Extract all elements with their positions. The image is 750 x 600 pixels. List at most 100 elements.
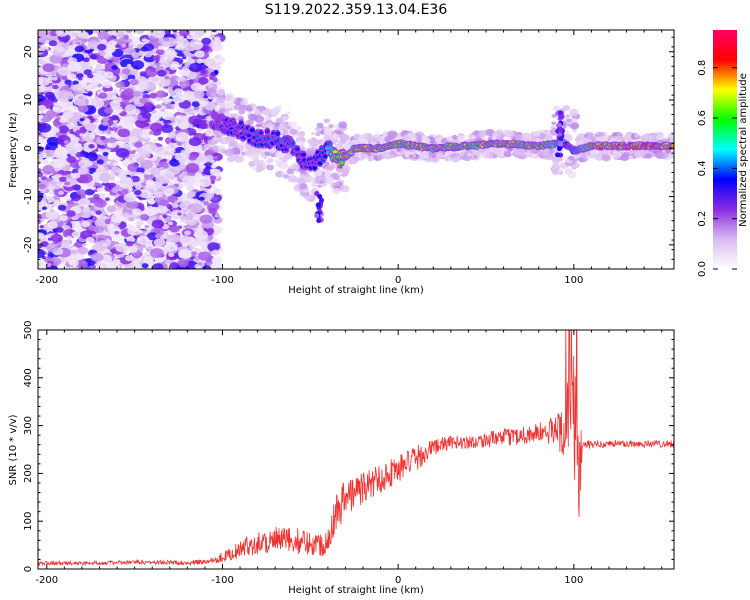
noise-blob [141,244,147,249]
halo-blob [286,168,295,175]
noise-blob [188,203,203,214]
noise-blob [125,255,134,262]
halo-blob [485,152,494,159]
noise-blob [121,183,130,189]
halo-blob [408,154,414,159]
halo-blob [275,158,283,165]
halo-blob [568,155,575,161]
noise-blob [59,176,67,182]
noise-blob [174,200,180,204]
halo-blob [290,163,300,170]
halo-blob [603,135,609,140]
halo-blob [299,183,308,190]
noise-blob [204,162,213,169]
noise-blob [153,238,166,247]
ridge-core [290,141,295,146]
noise-blob [170,209,184,219]
noise-blob [127,163,140,172]
noise-blob [46,243,59,253]
noise-blob [121,74,128,80]
noise-blob [52,103,66,113]
noise-blob [139,128,154,139]
noise-blob [198,178,212,188]
halo-blob [210,93,216,97]
noise-blob [195,30,207,36]
noise-blob [93,99,105,108]
noise-blob [197,128,203,132]
noise-blob [87,40,101,50]
ridge-core [339,160,344,165]
noise-blob [38,183,46,190]
noise-blob [178,158,186,164]
halo-blob [315,131,321,137]
noise-blob [48,40,58,47]
halo-blob [340,185,350,193]
noise-blob [141,188,146,192]
noise-blob [38,76,50,86]
halo-blob [402,135,410,141]
halo-blob [569,122,580,130]
halo-blob [509,131,516,136]
noise-blob [47,221,58,229]
ridge-core [275,131,280,136]
noise-blob [147,215,157,222]
noise-blob [131,60,145,70]
noise-blob [199,164,206,169]
noise-blob [175,43,185,51]
noise-blob [54,45,65,53]
noise-blob [148,131,155,135]
noise-blob [171,202,179,208]
halo-blob [258,107,265,112]
halo-blob [595,136,601,141]
noise-blob [194,50,205,58]
noise-blob [205,154,214,161]
halo-blob [309,139,319,147]
halo-blob [338,121,348,129]
halo-blob [310,181,318,188]
noise-blob [45,203,53,209]
noise-blob [176,141,183,146]
noise-blob [141,145,150,151]
noise-blob [57,204,67,211]
noise-blob [70,84,78,90]
halo-blob [326,164,335,171]
noise-blob [159,167,165,171]
noise-blob [201,70,207,74]
noise-blob [71,172,81,179]
noise-blob [90,54,98,60]
noise-blob [136,220,144,225]
noise-blob [70,193,82,202]
halo-blob [496,135,501,139]
noise-blob [52,84,59,90]
noise-blob [64,181,70,186]
noise-blob [41,176,47,181]
halo-blob [562,105,571,111]
noise-blob [192,219,199,224]
noise-blob [74,241,82,248]
figure-title: S119.2022.359.13.04.E36 [265,2,448,18]
noise-blob [89,134,96,139]
noise-blob [93,193,100,199]
noise-blob [131,52,140,59]
halo-blob [241,152,246,156]
noise-blob [149,117,158,123]
halo-blob [261,122,267,127]
noise-blob [96,187,103,192]
noise-blob [155,90,167,98]
halo-blob [551,169,559,175]
halo-blob [252,159,261,166]
noise-blob [71,231,81,238]
halo-blob [306,174,311,178]
noise-blob [52,127,60,133]
noise-blob [58,169,65,175]
noise-blob [134,189,142,196]
noise-blob [94,198,107,208]
noise-blob [192,44,201,51]
noise-blob [177,212,182,216]
halo-blob [471,153,476,158]
noise-blob [180,207,190,215]
noise-blob [139,71,147,77]
noise-blob [114,230,120,235]
halo-blob [451,134,458,140]
noise-blob [75,259,88,269]
